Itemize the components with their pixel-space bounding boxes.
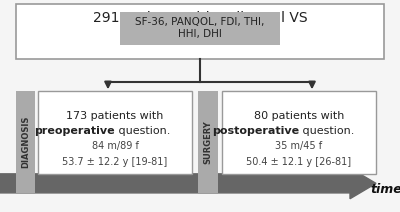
Bar — [16, 91, 35, 193]
FancyArrow shape — [0, 168, 376, 199]
Bar — [222, 91, 376, 174]
Text: SF-36, PANQOL, FDI, THI,: SF-36, PANQOL, FDI, THI, — [135, 17, 265, 27]
Text: question.: question. — [115, 126, 170, 136]
Text: SURGERY: SURGERY — [204, 120, 212, 164]
Text: 80 patients with: 80 patients with — [254, 111, 344, 121]
Text: postoperative: postoperative — [212, 126, 299, 136]
Text: DIAGNOSIS: DIAGNOSIS — [21, 116, 30, 168]
Bar — [120, 12, 280, 45]
Bar — [16, 4, 384, 59]
Text: 50.4 ± 12.1 y [26-81]: 50.4 ± 12.1 y [26-81] — [246, 156, 352, 166]
Text: 84 m/89 f: 84 m/89 f — [92, 141, 138, 151]
Text: time: time — [370, 183, 400, 196]
Text: preoperative: preoperative — [34, 126, 115, 136]
Text: HHI, DHI: HHI, DHI — [178, 29, 222, 39]
Text: 173 patients with: 173 patients with — [66, 111, 164, 121]
Text: 35 m/45 f: 35 m/45 f — [276, 141, 322, 151]
Text: 291 patients with unilateral VS: 291 patients with unilateral VS — [93, 11, 307, 25]
Text: 53.7 ± 12.2 y [19-81]: 53.7 ± 12.2 y [19-81] — [62, 156, 168, 166]
Text: question.: question. — [299, 126, 354, 136]
Bar — [198, 91, 218, 193]
Bar — [38, 91, 192, 174]
